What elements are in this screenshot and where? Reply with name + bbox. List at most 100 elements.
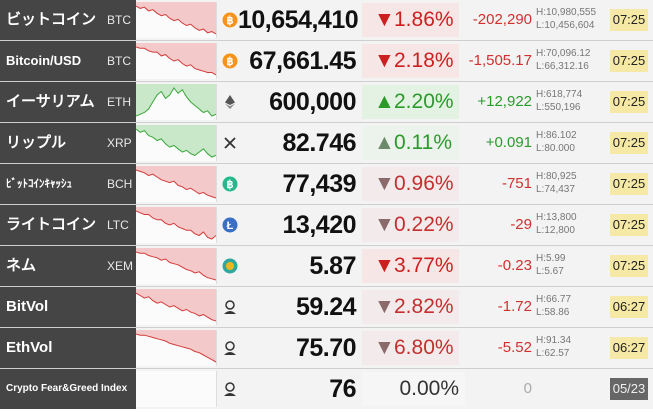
change-percent-badge: ▼3.77%: [362, 249, 459, 283]
ethereum-icon: [222, 94, 238, 110]
high-low-range: H:10,980,555 L:10,456,604: [536, 6, 600, 32]
down-arrow-icon: ▼: [374, 254, 395, 277]
change-percent: 1.86%: [394, 8, 454, 31]
change-percent: 0.96%: [394, 172, 454, 195]
change-percent-badge: ▲2.20%: [362, 85, 459, 119]
price-value: 13,420: [282, 211, 357, 239]
high-value: H:70,096.12: [536, 48, 591, 59]
asset-name: Crypto Fear&Greed Index: [6, 383, 128, 394]
low-value: L:5.67: [536, 266, 564, 277]
down-arrow-icon: ▼: [374, 295, 395, 318]
litecoin-icon: Ł: [222, 217, 238, 233]
change-percent: 2.18%: [394, 49, 454, 72]
row-divider: [0, 368, 653, 369]
price-value: 67,661.45: [249, 47, 356, 75]
high-low-range: H:70,096.12 L:66,312.16: [536, 47, 600, 73]
asset-name: ﾋﾞｯﾄｺｲﾝｷｬｯｼｭ: [6, 178, 72, 190]
change-absolute: -751: [501, 175, 532, 192]
sparkline-chart: [136, 207, 217, 243]
change-absolute: -0.23: [497, 257, 532, 274]
change-percent-badge: ▲0.11%: [362, 126, 459, 160]
change-absolute: -29: [510, 216, 532, 233]
change-percent-badge: ▼0.22%: [362, 208, 459, 242]
high-value: H:618,774: [536, 89, 583, 100]
row-divider: [0, 204, 653, 205]
sparkline-chart: [136, 84, 217, 120]
ticker-row[interactable]: Bitcoin/USD BTC ฿ 67,661.45 ▼2.18% -1,505.17 H…: [0, 41, 653, 81]
price-value: 5.87: [309, 252, 356, 280]
ticker-row[interactable]: Crypto Fear&Greed Index 76 0.00% 0 05/23: [0, 369, 653, 409]
asset-name: BitVol: [6, 298, 49, 315]
row-divider: [0, 122, 653, 123]
asset-name-cell: リップル XRP: [0, 123, 136, 163]
ticker-row[interactable]: ネム XEM 5.87 ▼3.77% -0.23 H:5.99 L:5.67 07:25: [0, 246, 653, 286]
update-time: 07:25: [610, 91, 648, 113]
change-percent-badge: ▼2.18%: [362, 44, 459, 78]
high-low-range: H:618,774 L:550,196: [536, 88, 600, 114]
high-low-range: H:66.77 L:58.86: [536, 293, 600, 319]
low-value: L:550,196: [536, 102, 581, 113]
change-percent: 0.00%: [399, 377, 459, 400]
ticker-row[interactable]: イーサリアム ETH 600,000 ▲2.20% +12,922 H:618,774 L:…: [0, 82, 653, 122]
change-absolute: -1,505.17: [468, 52, 532, 69]
row-divider: [0, 40, 653, 41]
change-absolute: +0.091: [485, 134, 532, 151]
asset-symbol: BTC: [107, 54, 131, 68]
change-percent: 0.11%: [394, 131, 452, 154]
bitcoin-icon: ฿: [222, 53, 238, 69]
volatility-icon: [222, 340, 238, 356]
bitcoin-cash-icon: ฿: [222, 176, 238, 192]
change-absolute: 0: [523, 380, 532, 397]
asset-name: EthVol: [6, 339, 53, 356]
high-value: H:91.34: [536, 335, 572, 346]
asset-name: ビットコイン: [6, 11, 97, 28]
update-time: 07:25: [610, 9, 648, 31]
row-divider: [0, 286, 653, 287]
asset-name-cell: Crypto Fear&Greed Index: [0, 369, 136, 409]
high-value: H:66.77: [536, 294, 572, 305]
change-percent-badge: ▼6.80%: [362, 331, 459, 365]
low-value: L:74,437: [536, 184, 575, 195]
up-arrow-icon: ▲: [374, 90, 395, 113]
asset-name-cell: ライトコイン LTC: [0, 205, 136, 245]
ticker-row[interactable]: ﾋﾞｯﾄｺｲﾝｷｬｯｼｭ BCH ฿ 77,439 ▼0.96% -751 H:80,925…: [0, 164, 653, 204]
change-absolute: +12,922: [477, 93, 532, 110]
change-absolute: -1.72: [497, 298, 532, 315]
update-time: 06:27: [610, 337, 648, 359]
row-divider: [0, 81, 653, 82]
high-low-range: H:86.102 L:80.000: [536, 129, 600, 155]
ticker-row[interactable]: リップル XRP 82.746 ▲0.11% +0.091 H:86.102 L:80.00…: [0, 123, 653, 163]
sparkline-chart: [136, 125, 217, 161]
update-time: 06:27: [610, 296, 648, 318]
low-value: L:80.000: [536, 143, 575, 154]
asset-symbol: BTC: [107, 13, 131, 27]
high-value: H:5.99: [536, 253, 566, 264]
bitcoin-icon: ฿: [222, 12, 238, 28]
ticker-row[interactable]: ライトコイン LTC Ł 13,420 ▼0.22% -29 H:13,800 L:12,80…: [0, 205, 653, 245]
change-percent-badge: ▼0.96%: [362, 167, 459, 201]
down-arrow-icon: ▼: [374, 49, 395, 72]
sparkline-chart: [136, 330, 217, 366]
asset-name: ネム: [6, 257, 37, 274]
up-arrow-icon: ▲: [374, 131, 395, 154]
ticker-row[interactable]: EthVol 75.70 ▼6.80% -5.52 H:91.34 L:62.57 06:2…: [0, 328, 653, 368]
price-value: 59.24: [295, 293, 357, 321]
sparkline-chart: [136, 371, 217, 407]
low-value: L:58.86: [536, 307, 570, 318]
asset-name-cell: Bitcoin/USD BTC: [0, 41, 136, 81]
asset-name-cell: ﾋﾞｯﾄｺｲﾝｷｬｯｼｭ BCH: [0, 164, 136, 204]
ticker-row[interactable]: BitVol 59.24 ▼2.82% -1.72 H:66.77 L:58.86 06:2…: [0, 287, 653, 327]
price-value: 75.70: [295, 334, 357, 362]
asset-name: ライトコイン: [6, 216, 97, 233]
high-value: H:13,800: [536, 212, 577, 223]
sparkline-chart: [136, 289, 217, 325]
high-low-range: H:80,925 L:74,437: [536, 170, 600, 196]
ripple-icon: [222, 135, 238, 151]
price-value: 77,439: [282, 170, 357, 198]
update-time: 05/23: [610, 378, 648, 400]
change-absolute: -202,290: [472, 11, 532, 28]
update-time: 07:25: [610, 50, 648, 72]
down-arrow-icon: ▼: [374, 172, 395, 195]
ticker-row[interactable]: ビットコイン BTC ฿ 10,654,410 ▼1.86% -202,290 H:10,9…: [0, 0, 653, 40]
